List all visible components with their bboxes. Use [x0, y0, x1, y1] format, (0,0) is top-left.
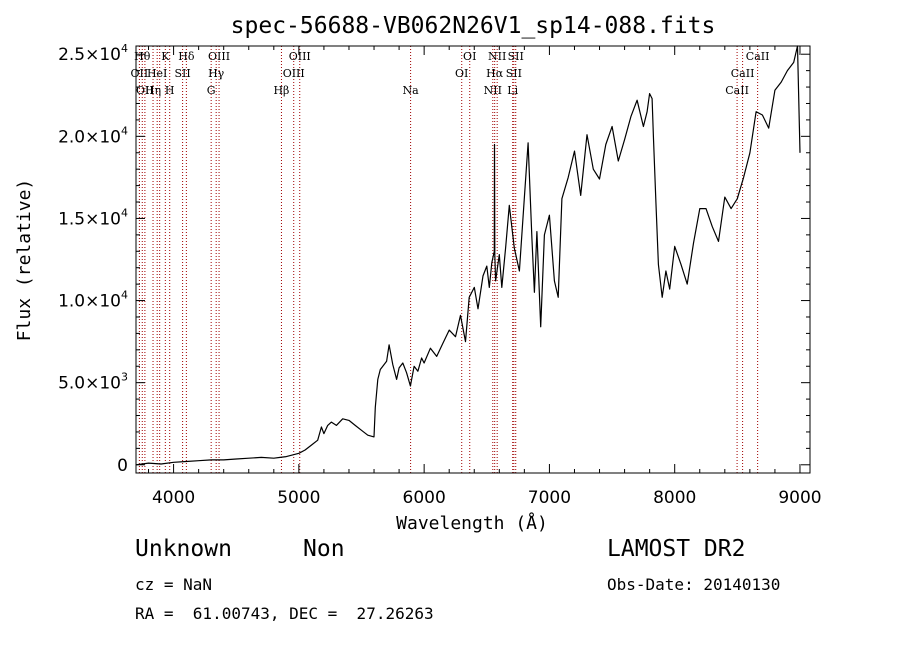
emission-line-label: Hα	[486, 67, 504, 80]
coordinates-label: RA = 61.00743, DEC = 27.26263	[135, 604, 434, 623]
survey-label: LAMOST DR2	[607, 536, 746, 562]
emission-line-label: SII	[174, 67, 190, 80]
y-tick-label: 2.0×104	[58, 124, 128, 147]
y-axis-label: Flux (relative)	[14, 179, 35, 342]
emission-line-label: SII	[508, 50, 524, 63]
x-axis-label: Wavelength (Å)	[396, 512, 548, 534]
emission-line-label: Hβ	[273, 84, 289, 97]
emission-line-label: OIII	[208, 50, 230, 63]
x-axis: 4000 5000 6000 7000 8000 9000	[148, 46, 822, 508]
x-tick-label: 6000	[403, 488, 446, 508]
emission-line-label: HeI	[147, 67, 167, 80]
emission-line-label: SII	[506, 67, 522, 80]
emission-line-label: OII	[131, 67, 149, 80]
spectrum-line	[135, 45, 801, 466]
emission-line-label: K	[161, 50, 170, 63]
emission-line-label: Na	[403, 84, 420, 97]
emission-line-label: Hθ	[134, 50, 151, 63]
emission-line-label: OI	[463, 50, 476, 63]
object-class: Unknown	[135, 536, 232, 562]
emission-line-label: OI	[455, 67, 468, 80]
y-tick-label: 2.5×104	[58, 42, 128, 65]
x-tick-label: 8000	[653, 488, 696, 508]
emission-line-label: NII	[488, 50, 506, 63]
spectrum-series	[135, 45, 801, 466]
y-tick-label: 5.0×103	[58, 371, 128, 394]
emission-line-label: CaII	[746, 50, 770, 63]
emission-line-label: CaII	[731, 67, 755, 80]
obs-date-label: Obs-Date: 20140130	[607, 575, 781, 594]
y-tick-label: 1.0×104	[58, 289, 128, 312]
x-tick-label: 4000	[152, 488, 195, 508]
emission-line-label: OII	[136, 84, 154, 97]
plot-frame	[135, 45, 811, 474]
emission-line-label: Hη	[145, 84, 161, 97]
emission-line-label: OIII	[283, 67, 305, 80]
object-subclass: Non	[303, 536, 345, 562]
y-tick-label: 1.5×104	[58, 206, 128, 229]
emission-line-label: Li	[507, 84, 518, 97]
emission-line-labels: OIIHθOIIHηHeIKHSIIHδGHγOIIIHβOIIIOIIINaO…	[131, 50, 770, 97]
x-tick-label: 7000	[528, 488, 571, 508]
y-axis: 0 5.0×103 1.0×104 1.5×104 2.0×104 2.5×104	[58, 42, 810, 476]
emission-line-label: G	[207, 84, 216, 97]
x-tick-label: 9000	[778, 488, 821, 508]
y-tick-label: 0	[117, 456, 128, 476]
emission-line-label: Hδ	[178, 50, 195, 63]
emission-line-label: H	[165, 84, 175, 97]
emission-line-label: NII	[484, 84, 502, 97]
emission-line-label: Hγ	[208, 67, 225, 80]
emission-line-label: OIII	[289, 50, 311, 63]
x-tick-label: 5000	[277, 488, 320, 508]
chart-title: spec-56688-VB062N26V1_sp14-088.fits	[231, 13, 716, 39]
redshift-label: cz = NaN	[135, 575, 213, 594]
emission-line-label: CaII	[725, 84, 749, 97]
emission-lines	[138, 46, 759, 473]
